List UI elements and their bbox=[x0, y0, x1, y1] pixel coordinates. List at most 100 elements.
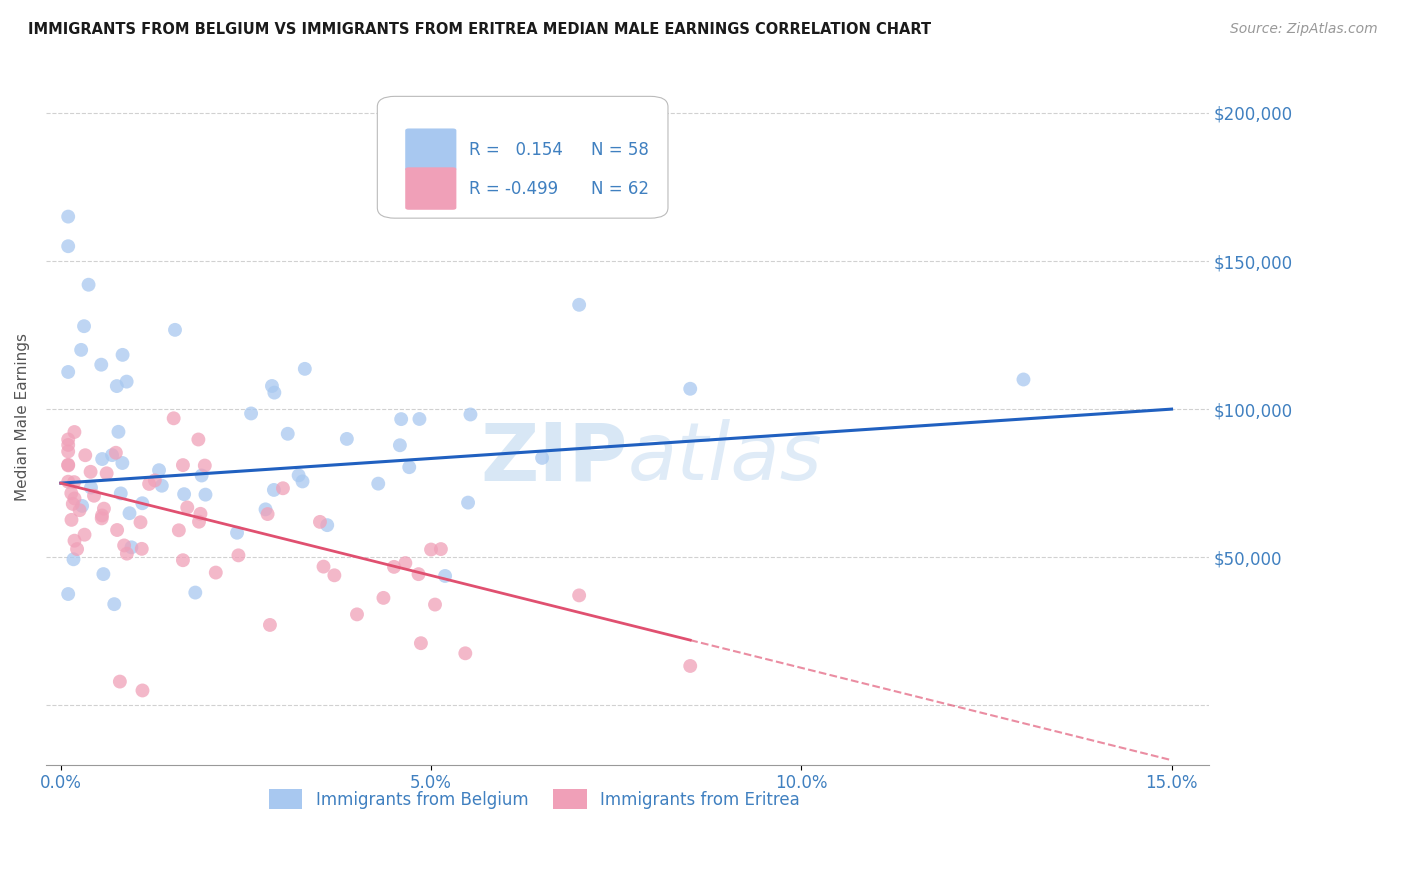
Point bbox=[107, 425, 129, 439]
Point bbox=[389, 412, 412, 426]
Text: R =   0.154: R = 0.154 bbox=[470, 141, 562, 159]
Point bbox=[309, 515, 332, 529]
Point bbox=[110, 486, 132, 500]
Point bbox=[143, 473, 166, 487]
Point bbox=[131, 683, 153, 698]
Point bbox=[240, 407, 263, 421]
Point bbox=[260, 379, 283, 393]
Point bbox=[568, 588, 591, 602]
Text: N = 62: N = 62 bbox=[592, 179, 650, 197]
Point bbox=[190, 507, 212, 521]
Point bbox=[83, 489, 105, 503]
Point bbox=[56, 365, 79, 379]
Text: atlas: atlas bbox=[627, 419, 823, 497]
Point bbox=[312, 559, 335, 574]
Point bbox=[91, 452, 114, 467]
Point bbox=[294, 362, 316, 376]
Point bbox=[263, 483, 285, 497]
Point bbox=[115, 547, 138, 561]
Point bbox=[460, 408, 482, 422]
Point bbox=[226, 525, 249, 540]
Text: R = -0.499: R = -0.499 bbox=[470, 179, 558, 197]
Point bbox=[434, 569, 457, 583]
Point bbox=[430, 542, 453, 557]
Point bbox=[56, 458, 79, 472]
Point bbox=[129, 515, 152, 529]
Point bbox=[173, 487, 195, 501]
Point bbox=[172, 553, 194, 567]
Point bbox=[96, 467, 118, 481]
Point bbox=[91, 508, 114, 523]
Point bbox=[56, 444, 79, 458]
Point bbox=[131, 541, 153, 556]
Point bbox=[256, 507, 278, 521]
Point bbox=[148, 463, 170, 477]
Point bbox=[75, 448, 97, 462]
Point bbox=[420, 542, 443, 557]
Point bbox=[172, 458, 194, 472]
FancyBboxPatch shape bbox=[405, 168, 457, 210]
Point bbox=[66, 542, 89, 557]
Point bbox=[112, 538, 135, 552]
Point bbox=[77, 277, 100, 292]
Point bbox=[408, 412, 430, 426]
Point bbox=[62, 552, 84, 566]
Point bbox=[316, 518, 339, 533]
Point bbox=[108, 674, 131, 689]
Text: IMMIGRANTS FROM BELGIUM VS IMMIGRANTS FROM ERITREA MEDIAN MALE EARNINGS CORRELAT: IMMIGRANTS FROM BELGIUM VS IMMIGRANTS FR… bbox=[28, 22, 931, 37]
Point bbox=[70, 499, 93, 513]
Point bbox=[259, 618, 281, 632]
Point bbox=[336, 432, 359, 446]
Point bbox=[138, 477, 160, 491]
Point bbox=[291, 475, 314, 489]
Point bbox=[56, 438, 79, 452]
Text: Source: ZipAtlas.com: Source: ZipAtlas.com bbox=[1230, 22, 1378, 37]
Point bbox=[63, 425, 86, 439]
Point bbox=[69, 503, 91, 517]
Point bbox=[56, 475, 79, 489]
Point bbox=[105, 523, 128, 537]
Point bbox=[111, 456, 134, 470]
Point bbox=[408, 567, 430, 582]
Point bbox=[277, 426, 299, 441]
Point bbox=[118, 506, 141, 520]
Point bbox=[679, 382, 702, 396]
Point bbox=[254, 502, 277, 516]
Point bbox=[167, 523, 190, 537]
Point bbox=[194, 488, 217, 502]
Point bbox=[457, 495, 479, 509]
Point bbox=[394, 556, 416, 570]
FancyBboxPatch shape bbox=[377, 96, 668, 219]
Point bbox=[150, 479, 173, 493]
Point bbox=[367, 476, 389, 491]
Point bbox=[131, 496, 153, 510]
Point bbox=[194, 458, 217, 473]
Legend: Immigrants from Belgium, Immigrants from Eritrea: Immigrants from Belgium, Immigrants from… bbox=[263, 783, 806, 815]
Point bbox=[120, 541, 142, 555]
Point bbox=[409, 636, 432, 650]
Point bbox=[105, 379, 128, 393]
Point bbox=[271, 481, 294, 495]
Point bbox=[80, 481, 103, 495]
Point bbox=[70, 343, 93, 357]
Point bbox=[531, 450, 554, 465]
Point bbox=[388, 438, 411, 452]
Point bbox=[323, 568, 346, 582]
Point bbox=[679, 659, 702, 673]
Point bbox=[93, 501, 115, 516]
Point bbox=[176, 500, 198, 515]
Point bbox=[56, 587, 79, 601]
Point bbox=[190, 468, 212, 483]
Point bbox=[56, 239, 79, 253]
Point bbox=[1012, 372, 1035, 386]
Point bbox=[90, 511, 112, 525]
Point bbox=[73, 319, 96, 334]
Point bbox=[63, 533, 86, 548]
Point bbox=[382, 560, 405, 574]
Point bbox=[56, 210, 79, 224]
Point bbox=[263, 385, 285, 400]
Y-axis label: Median Male Earnings: Median Male Earnings bbox=[15, 333, 30, 500]
Point bbox=[62, 497, 84, 511]
Point bbox=[90, 358, 112, 372]
Point bbox=[56, 433, 79, 447]
